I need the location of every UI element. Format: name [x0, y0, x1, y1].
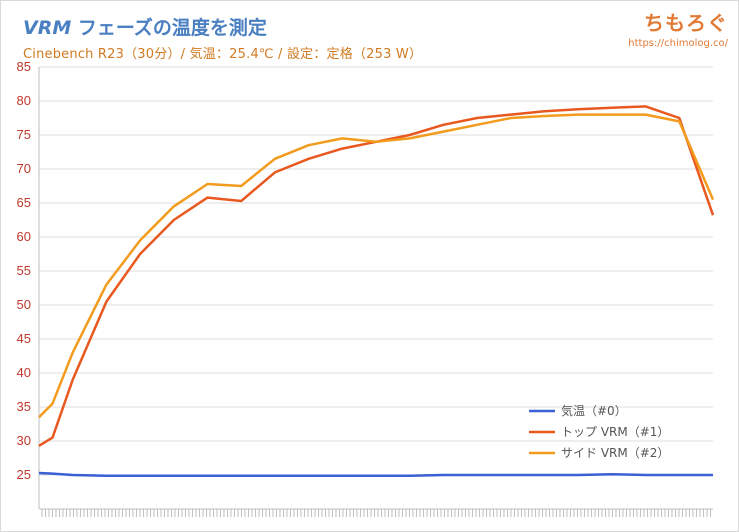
series-line-0: [38, 471, 713, 477]
series-line-2: [38, 113, 715, 419]
y-tick-label: 85: [17, 59, 31, 74]
legend-label-0: 気温（#0）: [561, 403, 627, 418]
y-tick-label: 75: [17, 127, 31, 142]
y-tick-label: 60: [17, 229, 31, 244]
series-line-1: [38, 105, 715, 447]
brand-url: https://chimolog.co/: [628, 38, 728, 49]
y-tick-label: 35: [17, 399, 31, 414]
y-tick-label: 55: [17, 263, 31, 278]
chart-subtitle: Cinebench R23（30分）/ 気温：25.4℃ / 設定：定格（253…: [23, 47, 423, 62]
y-tick-label: 50: [17, 297, 31, 312]
y-tick-label: 65: [17, 195, 31, 210]
y-tick-label: 80: [17, 93, 31, 108]
chart-title-rest: フェーズの温度を測定: [71, 17, 267, 39]
y-tick-label: 70: [17, 161, 31, 176]
legend-label-2: サイド VRM（#2）: [561, 446, 669, 460]
y-tick-label: 40: [17, 365, 31, 380]
brand-logo: ちもろぐ https://chimolog.co/: [628, 7, 728, 49]
legend-label-1: トップ VRM（#1）: [561, 425, 669, 439]
chart-title: VRM フェーズの温度を測定: [23, 13, 267, 40]
y-tick-label: 45: [17, 331, 31, 346]
y-tick-label: 25: [17, 467, 31, 482]
chart-title-prefix: VRM: [23, 17, 72, 39]
y-tick-label: 30: [17, 433, 31, 448]
brand-name: ちもろぐ: [644, 11, 728, 35]
